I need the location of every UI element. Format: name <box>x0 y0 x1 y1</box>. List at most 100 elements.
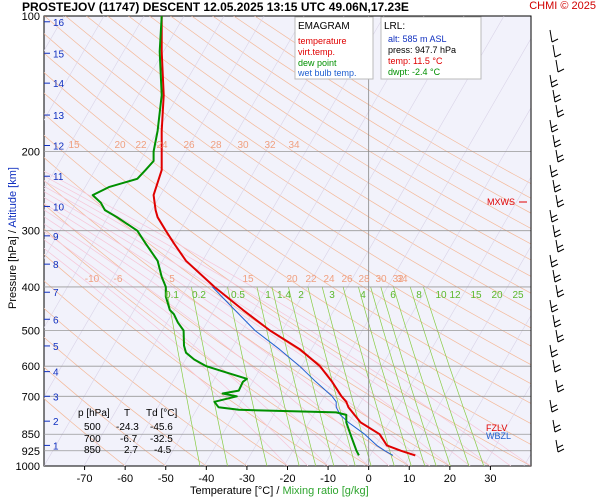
temperature-tick-label: -60 <box>117 473 133 485</box>
adiabat-label: 30 <box>375 274 387 285</box>
table-row-850-p: 850 <box>84 445 101 456</box>
diagonal-line <box>403 245 531 466</box>
wind-barb-staff <box>555 104 559 118</box>
dry-adiabat-line <box>44 72 531 404</box>
dry-adiabat-line <box>44 92 531 425</box>
dry-adiabat-line <box>128 16 531 277</box>
adiabat-label: 26 <box>341 274 353 285</box>
wind-barb-flag <box>553 319 561 324</box>
pressure-tick-label: 850 <box>22 429 40 441</box>
wind-barb-flag <box>554 368 562 373</box>
adiabat-label: 22 <box>305 274 317 285</box>
series-temperature-line <box>152 16 416 457</box>
wind-barb-staff <box>549 119 553 133</box>
wind-barb-staff <box>552 179 556 193</box>
table-header-p: p [hPa] <box>78 408 110 419</box>
mixing-ratio-label: 3 <box>329 290 335 301</box>
wind-barb-flag <box>553 94 561 99</box>
wind-barb-flag <box>551 83 559 88</box>
dry-adiabat-line <box>149 16 531 261</box>
diagonal-line <box>443 314 531 466</box>
altitude-tick-label: 12 <box>53 142 65 153</box>
adiabat-label: 26 <box>183 140 195 151</box>
pressure-tick-label: 925 <box>22 446 40 458</box>
diagonal-line <box>0 16 24 466</box>
pressure-tick-label: 400 <box>22 282 40 294</box>
series-wet-bulb-temp--line <box>212 286 394 456</box>
table-header-td: Td [°C] <box>146 408 177 419</box>
diagonal-line <box>44 16 145 190</box>
diagonal-line <box>483 384 531 466</box>
wind-barb-flag <box>550 79 558 84</box>
lrl-box <box>380 16 482 80</box>
wind-barb-staff <box>555 439 559 453</box>
pressure-tick-label: 100 <box>22 11 40 23</box>
altitude-tick-label: 9 <box>53 232 59 243</box>
pressure-tick-label: 1000 <box>16 461 40 473</box>
wind-barb-flag <box>557 338 565 343</box>
table-row-500-td: -45.6 <box>150 422 173 433</box>
diagonal-line <box>363 176 531 466</box>
adiabat-label: 15 <box>242 274 254 285</box>
dry-adiabat-line <box>233 16 531 199</box>
diagonal-line <box>243 16 505 466</box>
wind-barb-staff <box>552 89 556 103</box>
adiabat-label: 20 <box>286 274 298 285</box>
temperature-tick-label: -50 <box>158 473 174 485</box>
wind-barb-flag <box>554 323 562 328</box>
altitude-tick-label: 4 <box>53 368 59 379</box>
wind-barb-flag <box>551 128 559 133</box>
diagonal-line <box>44 16 225 329</box>
wind-barb-flag <box>556 384 564 389</box>
wind-barb-staff <box>549 29 553 43</box>
wind-barb-flag <box>557 203 565 208</box>
diagonal-line <box>203 16 465 466</box>
lrl-pressure: press: 947.7 hPa <box>388 45 456 55</box>
table-header-t: T <box>124 408 130 419</box>
wind-barb-flag <box>551 308 559 313</box>
wind-barb-staff <box>552 419 556 433</box>
mixing-ratio-label: 0.2 <box>192 290 206 301</box>
mixing-ratio-label: 1.4 <box>277 290 291 301</box>
pressure-tick-label: 700 <box>22 391 40 403</box>
legend-item-wet-bulb: wet bulb temp. <box>297 68 357 78</box>
mxws-marker: MXWS <box>487 197 515 207</box>
diagonal-line <box>523 453 531 466</box>
adiabat-label: 30 <box>237 140 249 151</box>
legend-item-dew-point: dew point <box>298 58 337 68</box>
mixing-ratio-label: 20 <box>491 290 503 301</box>
wind-barb-flag <box>556 244 564 249</box>
altitude-tick-label: 16 <box>53 18 65 29</box>
wind-barb-flag <box>551 38 559 43</box>
wind-barb-staff <box>552 224 556 238</box>
dry-adiabat-line <box>44 16 531 347</box>
wind-barb-staff <box>552 269 556 283</box>
wind-barb-flag <box>556 334 564 339</box>
wind-barb-flag <box>553 139 561 144</box>
mixing-ratio-label: 0.1 <box>165 290 179 301</box>
wind-barb-flag <box>556 199 564 204</box>
altitude-tick-label: 15 <box>53 49 65 60</box>
wind-barb-staff <box>552 44 556 58</box>
legend-title: EMAGRAM <box>298 21 350 32</box>
wind-barb-staff <box>549 344 553 358</box>
pressure-tick-label: 200 <box>22 146 40 158</box>
wind-barb-flag <box>553 364 561 369</box>
wind-barb-flag <box>553 274 561 279</box>
adiabat-label: 24 <box>156 140 168 151</box>
wind-barb-flag <box>554 98 562 103</box>
pressure-tick-label: 600 <box>22 361 40 373</box>
mixing-ratio-label: Mixing ratio [g/kg] <box>282 485 369 497</box>
wind-barb-flag <box>557 248 565 253</box>
wind-barb-staff <box>549 399 553 413</box>
altitude-tick-label: 13 <box>53 111 65 122</box>
wind-barb-flag <box>557 448 565 453</box>
wind-barb-staff <box>555 149 559 163</box>
wind-barb-flag <box>551 218 559 223</box>
adiabat-label: 32 <box>392 274 404 285</box>
temperature-tick-label: -20 <box>280 473 296 485</box>
wind-barb-staff <box>549 254 553 268</box>
wind-barb-staff <box>555 284 559 298</box>
altitude-tick-label: 5 <box>53 342 59 353</box>
